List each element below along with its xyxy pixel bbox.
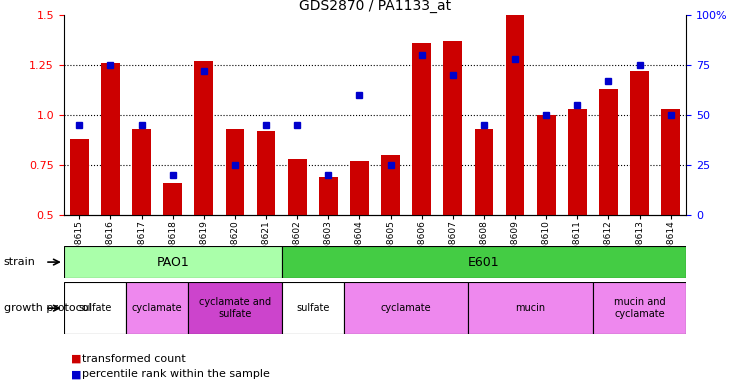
Bar <box>468 282 592 334</box>
Bar <box>164 183 182 215</box>
Bar <box>381 155 400 215</box>
Text: PAO1: PAO1 <box>156 256 189 268</box>
Bar <box>599 89 618 215</box>
Text: mucin: mucin <box>515 303 546 313</box>
Text: growth protocol: growth protocol <box>4 303 92 313</box>
Bar <box>344 282 468 334</box>
Bar <box>194 61 213 215</box>
Text: sulfate: sulfate <box>78 303 112 313</box>
Bar <box>64 282 126 334</box>
Bar <box>282 282 344 334</box>
Bar <box>282 246 686 278</box>
Bar <box>630 71 649 215</box>
Bar <box>662 109 680 215</box>
Text: cyclamate: cyclamate <box>132 303 182 313</box>
Text: percentile rank within the sample: percentile rank within the sample <box>82 369 270 379</box>
Text: cyclamate: cyclamate <box>381 303 431 313</box>
Text: ■: ■ <box>71 369 82 379</box>
Bar <box>443 41 462 215</box>
Text: ■: ■ <box>71 354 82 364</box>
Bar <box>132 129 151 215</box>
Text: cyclamate and
sulfate: cyclamate and sulfate <box>199 297 271 319</box>
Bar <box>506 15 524 215</box>
Bar <box>288 159 307 215</box>
Bar <box>64 246 282 278</box>
Bar <box>70 139 88 215</box>
Bar <box>126 282 188 334</box>
Text: mucin and
cyclamate: mucin and cyclamate <box>614 297 665 319</box>
Text: sulfate: sulfate <box>296 303 329 313</box>
Bar <box>226 129 245 215</box>
Bar <box>413 43 431 215</box>
Bar <box>319 177 338 215</box>
Bar <box>568 109 586 215</box>
Title: GDS2870 / PA1133_at: GDS2870 / PA1133_at <box>299 0 451 13</box>
Bar <box>592 282 686 334</box>
Text: E601: E601 <box>468 256 500 268</box>
Bar <box>475 129 494 215</box>
Bar <box>256 131 275 215</box>
Text: strain: strain <box>4 257 36 267</box>
Text: transformed count: transformed count <box>82 354 186 364</box>
Bar <box>188 282 282 334</box>
Bar <box>101 63 120 215</box>
Bar <box>350 161 369 215</box>
Bar <box>537 115 556 215</box>
